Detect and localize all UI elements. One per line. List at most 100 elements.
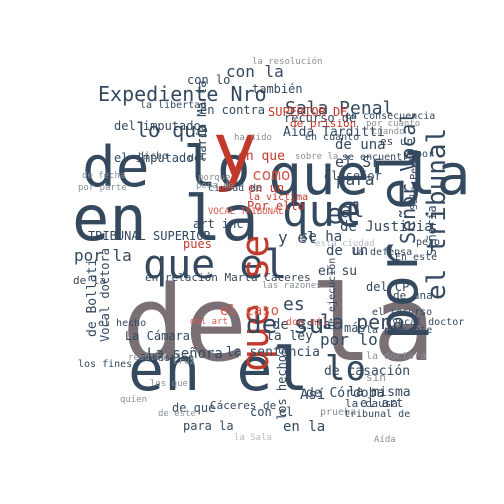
cloud-word: y [212,105,258,194]
cloud-word: sin [366,371,386,384]
cloud-word: como [252,165,291,184]
cloud-word: en cuanto [305,132,360,143]
cloud-word: En este [395,252,438,263]
cloud-word: pues [183,237,212,251]
cloud-word: se ha [300,229,343,245]
cloud-word: por la [74,246,132,265]
cloud-word: en relación Marta Cáceres [145,271,311,284]
cloud-word: resulta [128,353,166,363]
cloud-word: la Sala [234,433,272,443]
cloud-word: de Córdoba [306,386,385,401]
cloud-word: la resolución [252,57,323,67]
cloud-word: esta ciudad [315,239,375,249]
cloud-word: con lo [187,73,231,87]
cloud-word: Cruz [173,357,195,367]
cloud-word: el Sr [335,153,381,171]
cloud-word: la sentencia [226,345,320,360]
cloud-word: más [344,321,366,335]
cloud-word: la ley [266,329,313,344]
cloud-word: María Marta [195,80,209,160]
cloud-word: quien [120,395,148,405]
cloud-word: Aída Tarditti [283,125,385,140]
cloud-word: tribunal de [344,409,411,420]
cloud-word: La Cámara [125,329,191,343]
cloud-word: la doctora [366,351,427,362]
cloud-word: ha sido [234,133,272,143]
cloud-word: en un [248,181,285,195]
cloud-word: de casación [324,364,411,379]
cloud-word: cuando [372,127,405,137]
cloud-word: también [252,82,303,96]
cloud-word: la causa [345,397,398,410]
cloud-word: prueba [320,407,357,418]
cloud-word: VOCAL TRIBUNAL [208,207,284,217]
cloud-word: el señor [324,169,382,183]
cloud-word: en que [238,149,285,164]
cloud-word: la pena [320,310,405,334]
cloud-word: de una [335,137,386,153]
cloud-word: Aída [374,435,396,445]
cloud-word: de prisión [290,117,357,130]
cloud-word: Así [300,387,326,403]
cloud-word: TRIBUNAL SUPERIOR [88,229,211,243]
cloud-word: pero [416,237,441,248]
cloud-word: los que [150,379,188,389]
cloud-word: de Justicia [340,219,433,235]
cloud-word: al [340,198,365,222]
cloud-word: dicho [138,151,169,162]
cloud-word: en el [128,335,309,405]
cloud-word: Por ello [247,199,305,213]
cloud-word: lo que [136,118,209,142]
cloud-word: del CP [366,280,410,294]
cloud-word: del imputado [114,119,201,133]
cloud-word: de esta [272,317,332,333]
cloud-word: de que [172,401,216,415]
cloud-word: el [326,197,360,230]
cloud-word: el art [360,396,404,410]
cloud-word: dos mil [286,317,329,328]
cloud-word: sobre la [295,152,339,162]
cloud-word: SUPERIOR DE [268,105,348,119]
cloud-word: la defensa [352,247,413,258]
cloud-word: en la [283,419,326,435]
cloud-word: de un [326,243,369,259]
cloud-word: con el [250,405,294,419]
cloud-word: en consecuencia [345,111,436,122]
cloud-word: el caso [220,303,280,319]
cloud-word: pena de [196,181,234,191]
cloud-word: el imputado [114,151,194,165]
cloud-word: el recurso [372,307,433,318]
cloud-word: por cuanto [366,119,421,129]
cloud-word: en su [318,264,358,279]
cloud-word: la libertad [140,100,207,111]
cloud-word: en contra [200,103,266,117]
cloud-word: recurso de [284,111,357,125]
cloud-word: los fines [78,359,133,370]
cloud-word: Sala Penal [285,98,394,119]
cloud-word: que [282,186,362,237]
cloud-word: para la [183,419,234,433]
cloud-word: y el [278,228,317,247]
cloud-word: de la [122,263,436,385]
cloud-word: por lo [320,330,378,349]
cloud-word: es un [380,135,414,148]
cloud-word: de lo [82,135,251,200]
cloud-word: en la [72,182,259,255]
cloud-word: Vocal doctor [392,317,465,328]
cloud-word: art inc [193,217,244,231]
cloud-word: es [283,294,305,315]
cloud-word: que la [268,143,471,208]
cloud-word: la misma [348,385,411,400]
cloud-word: Expediente Nro [98,82,267,106]
cloud-word: porque [198,173,231,183]
cloud-word: con la [226,62,284,81]
cloud-word: de fecha [82,171,126,181]
cloud-word: de ejecución [327,257,338,330]
cloud-word: de una [393,289,433,302]
cloud-word: ciudad de [208,183,263,194]
cloud-word: se encuentra [342,152,415,163]
cloud-word: que el [143,242,288,288]
cloud-word: por parte [78,183,127,193]
cloud-word: Sebastián [140,353,195,364]
